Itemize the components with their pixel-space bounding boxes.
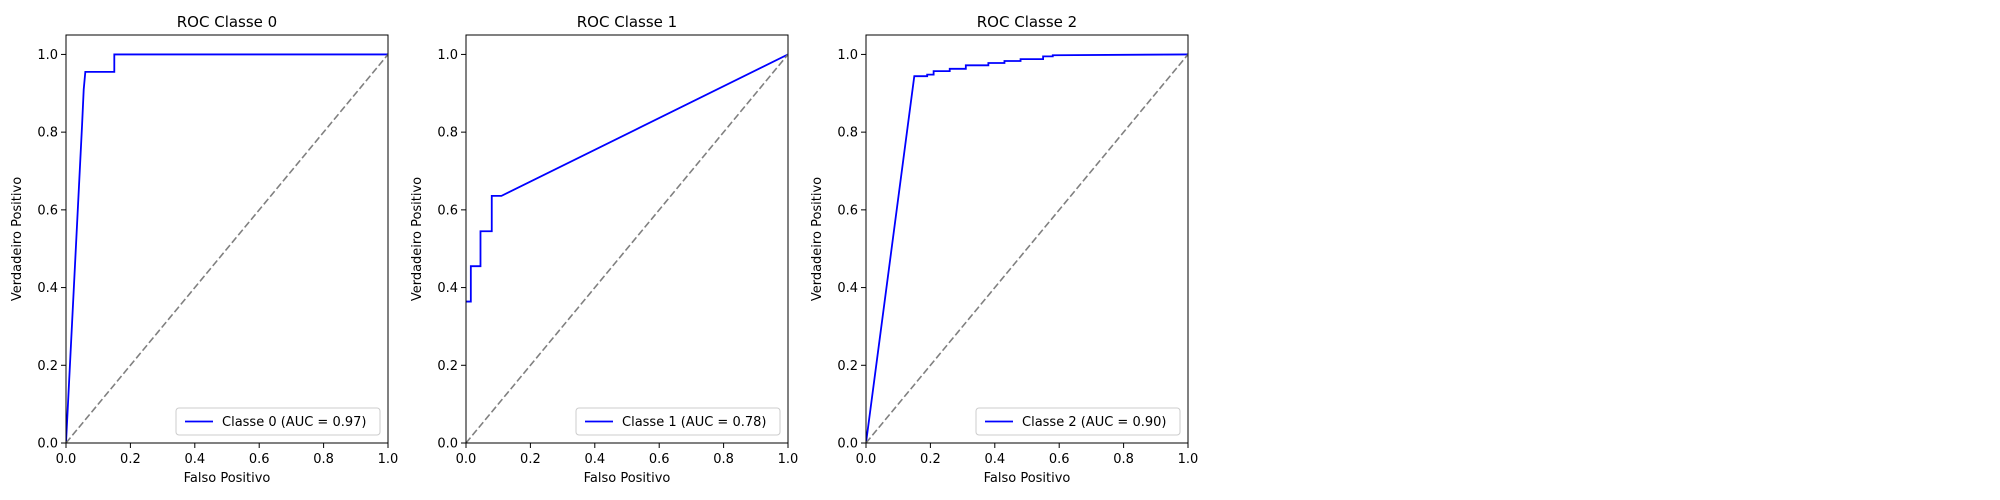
roc-panel-0: ROC Classe 0 0.0 0.2 0.4 0.6 0.8 1.0 0.0 0.2 0.4 0… [10,13,398,486]
x-tick-label: 0.4 [984,452,1005,467]
y-tick-label: 1.0 [37,48,58,63]
legend: Classe 0 (AUC = 0.97) [175,407,381,436]
y-tick-label: 0.0 [837,437,858,452]
plot-frame [465,34,789,444]
plot-frame [865,34,1189,444]
x-tick-label: 0.4 [584,452,605,467]
x-tick-label: 0.6 [1049,452,1070,467]
y-tick-label: 0.2 [837,359,858,374]
y-tick-label: 0.4 [837,281,858,296]
x-tick-label: 0.8 [713,452,734,467]
y-axis-label: Verdadeiro Positivo [810,177,825,301]
x-tick-label: 1.0 [778,452,799,467]
y-tick-label: 0.8 [837,126,858,141]
chart-title: ROC Classe 2 [977,13,1077,31]
y-axis-label: Verdadeiro Positivo [410,177,425,301]
y-tick-label: 0.6 [37,203,58,218]
y-tick-label: 0.8 [37,126,58,141]
x-tick-label: 0.4 [184,452,205,467]
y-tick-label: 1.0 [837,48,858,63]
x-tick-label: 0.0 [56,452,77,467]
legend-box [975,407,1181,436]
y-tick-label: 0.0 [37,437,58,452]
plot-frame [65,34,389,444]
legend-box [575,407,781,436]
y-tick-label: 0.6 [837,203,858,218]
chance-diagonal-line [66,53,388,443]
y-tick-label: 0.4 [437,281,458,296]
chance-diagonal-line [466,53,788,443]
x-tick-label: 0.2 [520,452,541,467]
chart-title: ROC Classe 0 [177,13,277,31]
legend-box [175,407,381,436]
x-tick-label: 0.2 [920,452,941,467]
x-axis-label: Falso Positivo [984,471,1071,486]
x-tick-label: 0.8 [1113,452,1134,467]
y-tick-label: 0.2 [37,359,58,374]
x-axis-label: Falso Positivo [584,471,671,486]
x-tick-label: 0.0 [456,452,477,467]
x-tick-label: 0.6 [249,452,270,467]
roc-panel-1: ROC Classe 1 0.0 0.2 0.4 0.6 0.8 1.0 0.0 0.2 0.4 0… [410,13,798,486]
y-tick-label: 0.6 [437,203,458,218]
y-tick-label: 0.2 [437,359,458,374]
y-axis-label: Verdadeiro Positivo [10,177,25,301]
roc-curve-line [66,53,388,443]
roc-curve-line [866,53,1188,443]
chance-diagonal-line [866,53,1188,443]
legend-label: Classe 1 (AUC = 0.78) [622,415,766,430]
legend: Classe 2 (AUC = 0.90) [975,407,1181,436]
chart-title: ROC Classe 1 [577,13,677,31]
y-tick-label: 0.4 [37,281,58,296]
y-tick-label: 1.0 [437,48,458,63]
x-tick-label: 1.0 [378,452,399,467]
legend-label: Classe 2 (AUC = 0.90) [1022,415,1166,430]
legend: Classe 1 (AUC = 0.78) [575,407,781,436]
x-tick-label: 0.8 [313,452,334,467]
y-tick-label: 0.8 [437,126,458,141]
roc-panel-2: ROC Classe 2 0.0 0.2 0.4 0.6 0.8 1.0 0.0 0.2 0.4 0… [810,13,1198,486]
x-tick-label: 0.0 [856,452,877,467]
legend-label: Classe 0 (AUC = 0.97) [222,415,366,430]
x-tick-label: 0.2 [120,452,141,467]
x-axis-label: Falso Positivo [184,471,271,486]
y-tick-label: 0.0 [437,437,458,452]
roc-curve-line [466,53,788,303]
x-tick-label: 0.6 [649,452,670,467]
x-tick-label: 1.0 [1178,452,1199,467]
